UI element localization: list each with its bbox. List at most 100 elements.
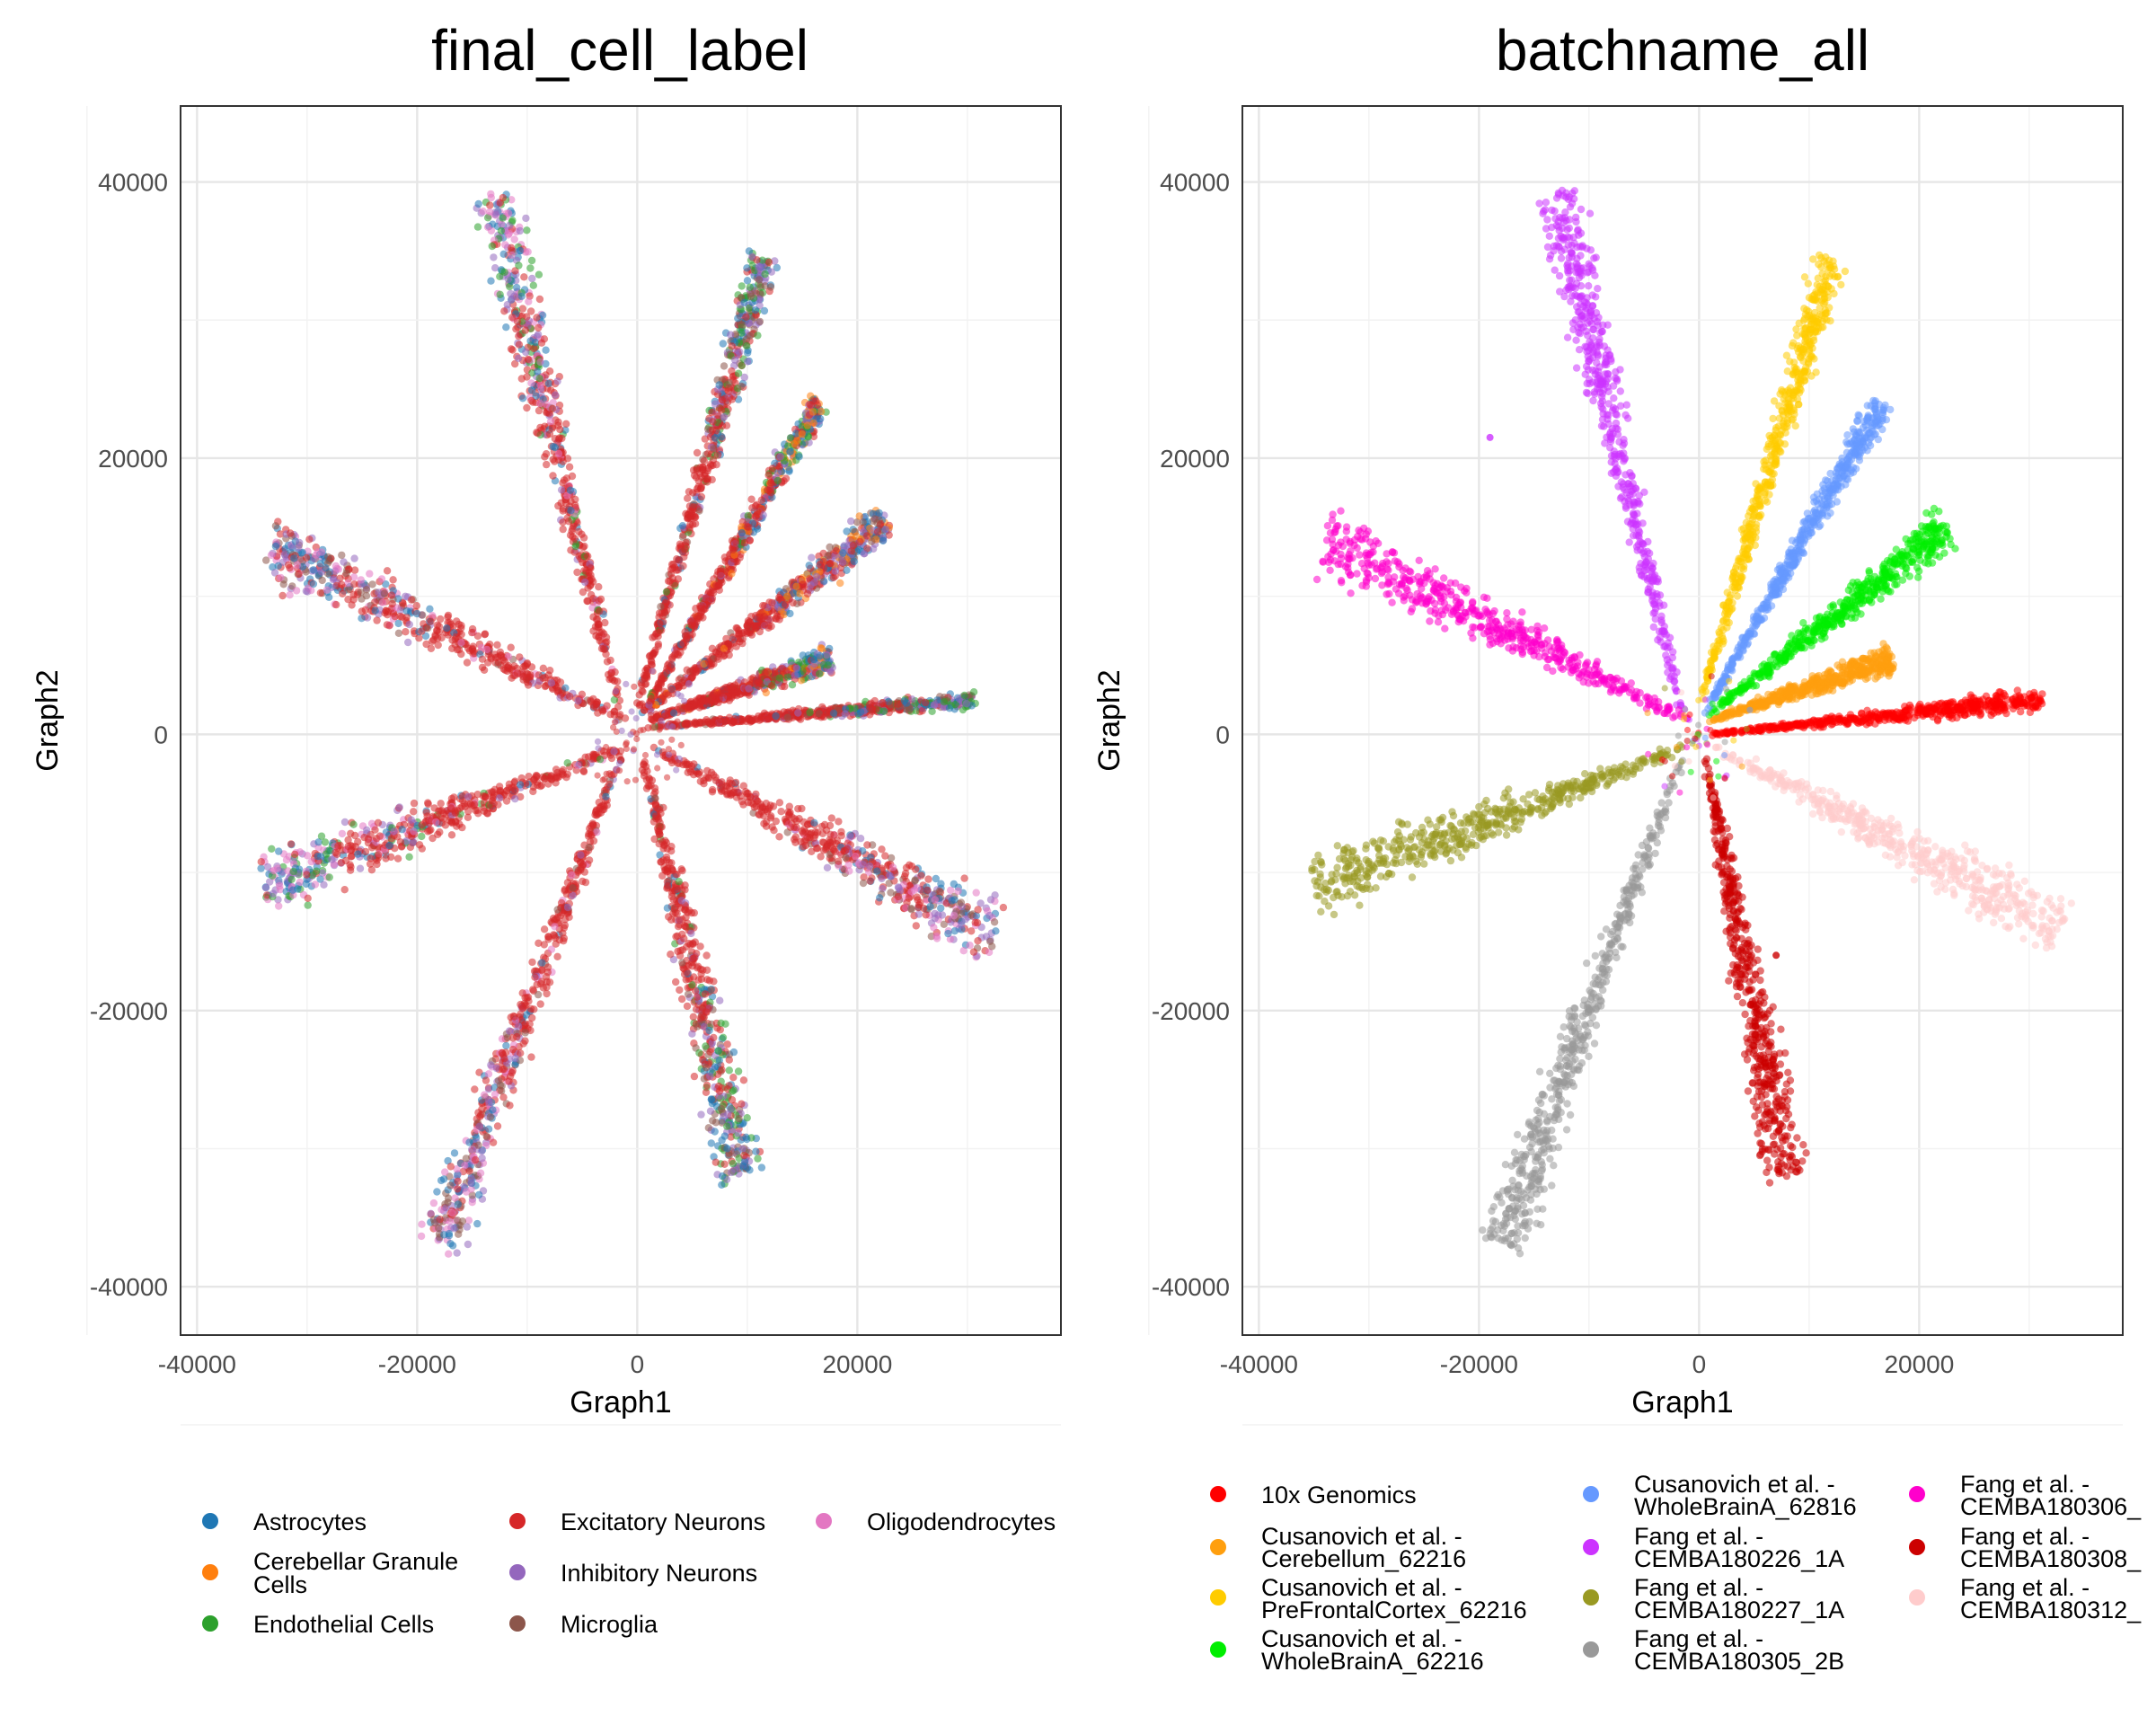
data-point — [729, 1048, 738, 1057]
data-point — [481, 631, 489, 639]
data-point — [960, 874, 968, 882]
data-point — [457, 650, 465, 659]
data-point — [518, 305, 527, 313]
data-point — [286, 591, 294, 599]
data-point — [926, 902, 934, 911]
data-point — [559, 689, 567, 697]
data-point — [696, 965, 705, 974]
data-point — [267, 551, 276, 560]
data-point — [450, 1149, 459, 1157]
data-point — [418, 832, 426, 841]
data-point — [521, 326, 529, 334]
data-point — [490, 253, 498, 261]
data-point — [433, 621, 442, 629]
data-point — [293, 561, 302, 570]
data-point — [902, 699, 911, 707]
data-point — [823, 650, 831, 659]
data-point — [664, 867, 672, 875]
data-point — [911, 877, 919, 885]
data-point — [535, 270, 543, 279]
data-point — [523, 403, 531, 412]
data-point — [474, 199, 482, 208]
data-point — [340, 818, 349, 827]
data-point — [683, 761, 691, 769]
data-point — [441, 1168, 449, 1176]
data-point — [332, 600, 340, 609]
data-point — [674, 947, 682, 956]
data-point — [720, 717, 729, 726]
data-point — [463, 1223, 472, 1231]
data-point — [547, 945, 556, 953]
data-point — [548, 404, 557, 412]
data-point — [480, 666, 489, 674]
data-point — [323, 586, 331, 594]
data-point — [535, 295, 544, 304]
data-point — [806, 708, 814, 717]
data-point — [484, 1070, 493, 1078]
data-point — [704, 1004, 712, 1013]
data-point — [711, 776, 720, 784]
data-point — [402, 628, 410, 636]
data-point — [394, 619, 402, 628]
data-point — [562, 420, 570, 428]
data-point — [752, 1147, 760, 1155]
data-point — [873, 867, 881, 875]
data-point — [673, 932, 682, 941]
data-point — [677, 897, 685, 905]
data-point — [691, 721, 699, 729]
data-point — [836, 579, 844, 588]
data-point — [823, 863, 832, 871]
data-point — [574, 697, 582, 705]
data-point — [968, 927, 976, 935]
data-point — [826, 559, 835, 568]
data-point — [594, 623, 602, 631]
data-point — [878, 874, 886, 883]
data-point — [524, 355, 532, 363]
data-point — [349, 573, 358, 581]
data-point — [514, 1022, 523, 1031]
data-point — [479, 792, 488, 801]
data-point — [291, 850, 299, 859]
data-point — [652, 801, 660, 809]
data-point — [754, 712, 763, 721]
data-point — [464, 807, 473, 816]
data-point — [318, 576, 326, 585]
data-point — [999, 903, 1008, 912]
data-point — [973, 918, 982, 927]
data-point — [680, 934, 688, 942]
data-point — [548, 775, 556, 783]
data-point — [467, 1179, 475, 1187]
data-point — [473, 1219, 482, 1228]
data-point — [547, 679, 556, 687]
data-point — [723, 1145, 731, 1153]
data-point — [681, 720, 689, 728]
data-point — [868, 537, 876, 545]
data-point — [912, 922, 920, 930]
data-point — [494, 801, 502, 809]
data-point — [463, 659, 472, 667]
data-point — [704, 658, 713, 666]
data-point — [305, 535, 314, 544]
data-point — [511, 1054, 519, 1063]
data-point — [292, 587, 301, 595]
data-point — [382, 854, 390, 862]
data-point — [522, 348, 530, 357]
data-point — [521, 1029, 529, 1037]
data-point — [719, 1033, 728, 1042]
data-point — [792, 664, 801, 673]
data-point — [959, 947, 968, 955]
data-point — [894, 892, 903, 901]
data-point — [739, 1076, 748, 1084]
data-point — [511, 671, 519, 679]
data-point — [577, 864, 585, 872]
data-point — [915, 910, 923, 918]
data-point — [729, 1074, 738, 1082]
data-point — [557, 486, 566, 494]
data-point — [716, 996, 724, 1004]
data-point — [725, 1066, 733, 1075]
data-point — [717, 1105, 726, 1113]
data-point — [689, 1013, 697, 1022]
data-point — [966, 942, 974, 950]
data-point — [540, 925, 549, 933]
data-point — [274, 562, 282, 570]
